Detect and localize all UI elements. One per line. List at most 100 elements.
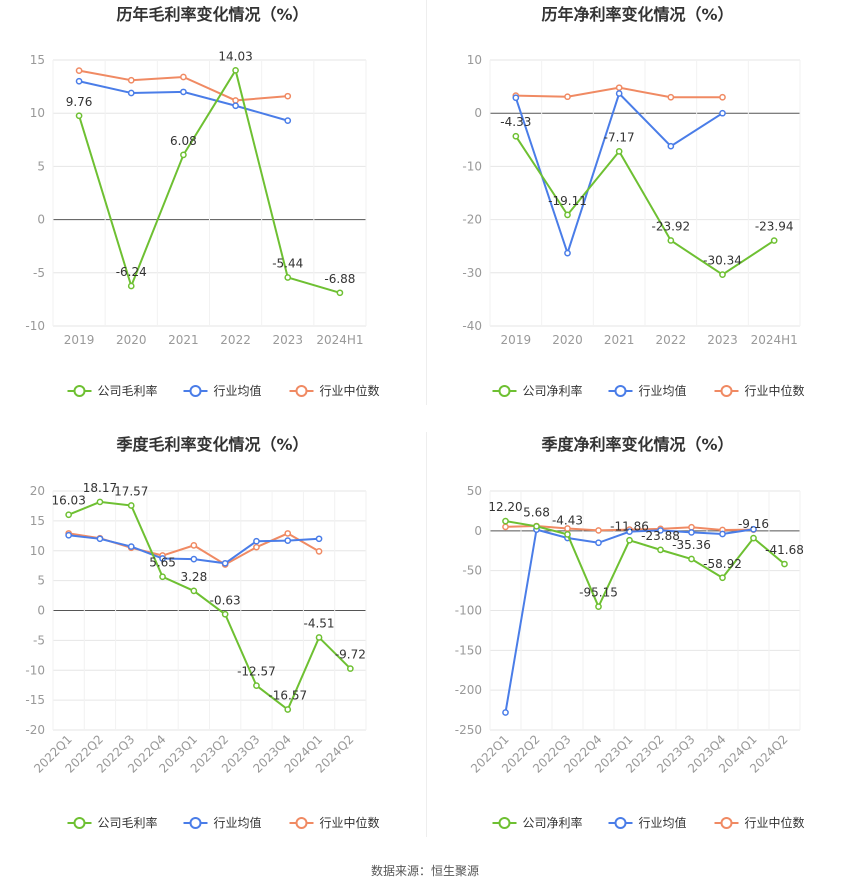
legend-item: 公司毛利率	[67, 815, 158, 830]
legend-label: 公司净利率	[523, 815, 583, 830]
data-point	[719, 530, 726, 538]
data-point	[127, 76, 135, 84]
chart-title: 季度毛利率变化情况（%）	[115, 435, 308, 454]
data-point	[190, 555, 198, 563]
legend-label: 行业中位数	[320, 815, 380, 830]
series-line-0	[514, 135, 775, 276]
data-point	[595, 603, 602, 610]
data-point	[315, 634, 323, 641]
data-label: -30.34	[703, 254, 742, 268]
series-line-1	[78, 80, 289, 122]
data-point	[180, 73, 187, 81]
y-tick-label: -50	[462, 564, 482, 578]
data-label: -0.63	[210, 593, 241, 607]
legend-label: 行业中位数	[745, 815, 805, 830]
series-line-0	[505, 520, 786, 610]
legend-item: 行业中位数	[714, 815, 805, 830]
data-point	[284, 537, 292, 544]
legend-marker	[720, 385, 733, 397]
data-label: -9.16	[738, 517, 769, 531]
y-tick-label: 5	[37, 574, 45, 588]
data-point	[159, 555, 166, 562]
data-label: -4.51	[304, 616, 335, 630]
y-tick-label: -5	[33, 266, 45, 280]
data-point	[657, 527, 664, 534]
data-label: 12.20	[488, 500, 522, 514]
x-tick-label: 2023	[272, 333, 303, 347]
data-point	[657, 546, 664, 554]
y-tick-label: -40	[462, 319, 482, 333]
series-line-0	[68, 500, 352, 712]
legend-label: 公司毛利率	[98, 815, 158, 830]
y-tick-label: 10	[30, 544, 45, 558]
data-point	[595, 527, 602, 534]
data-label: 17.57	[114, 485, 148, 499]
data-label: -16.57	[268, 689, 307, 703]
quarterly-gross-margin-panel: 季度毛利率变化情况（%） -20 -15 -10 -5 0 5 10 15 20 2022Q1 202…	[0, 430, 425, 860]
data-point	[159, 573, 166, 581]
legend-marker	[614, 817, 627, 829]
x-tick-label: 2019	[64, 333, 95, 347]
data-label: -35.36	[672, 538, 711, 552]
data-point	[315, 535, 323, 543]
data-point	[65, 531, 73, 539]
y-tick-label: -15	[25, 693, 45, 707]
data-point	[284, 706, 292, 713]
data-point	[781, 560, 788, 568]
data-point	[626, 528, 633, 535]
data-label: -95.15	[579, 586, 618, 600]
legend-marker	[189, 817, 202, 829]
data-point	[315, 547, 323, 555]
legend-marker	[498, 385, 511, 397]
chart-title: 季度净利率变化情况（%）	[540, 435, 733, 454]
data-label: -5.44	[272, 256, 303, 270]
data-point	[667, 93, 675, 101]
data-point	[502, 517, 509, 525]
series-line-1	[514, 91, 724, 257]
data-label: -7.17	[604, 130, 635, 144]
data-point	[750, 525, 757, 533]
data-label: 9.76	[66, 95, 93, 109]
data-point	[750, 534, 757, 542]
data-point	[626, 536, 633, 544]
data-label: -4.33	[500, 115, 531, 129]
data-label: -23.92	[651, 219, 690, 233]
legend-label: 行业均值	[214, 383, 262, 398]
quarterly-gross-margin-chart: 季度毛利率变化情况（%）-20-15-10-5051015202022Q1202…	[25, 435, 380, 830]
data-point	[190, 542, 198, 549]
data-point	[615, 84, 623, 92]
data-point	[502, 523, 509, 531]
legend-marker	[73, 385, 86, 397]
data-point	[65, 511, 73, 519]
legend-item: 公司净利率	[492, 383, 583, 398]
data-label: -11.86	[610, 519, 649, 533]
data-point	[127, 502, 135, 509]
series-line-0	[78, 67, 341, 294]
y-tick-label: 20	[30, 484, 45, 498]
legend-label: 行业中位数	[745, 383, 805, 398]
data-point	[719, 574, 726, 582]
data-point	[719, 109, 726, 117]
y-tick-label: -30	[462, 266, 482, 280]
data-label: -4.43	[552, 513, 583, 527]
x-tick-label: 2019	[501, 333, 532, 347]
data-point	[127, 282, 135, 290]
data-label: 5.65	[149, 556, 176, 570]
data-label: -23.94	[755, 220, 794, 234]
data-point	[127, 543, 135, 550]
data-point	[96, 498, 104, 506]
data-point	[667, 237, 675, 244]
data-label: 3.28	[180, 570, 207, 584]
y-tick-label: 0	[37, 604, 45, 618]
y-tick-label: -100	[455, 604, 482, 618]
y-tick-label: -150	[455, 643, 482, 657]
y-tick-label: -200	[455, 683, 482, 697]
y-tick-label: -10	[25, 319, 45, 333]
data-point	[688, 555, 695, 563]
legend-label: 行业均值	[639, 383, 687, 398]
data-point	[232, 66, 239, 74]
y-tick-label: 10	[467, 53, 482, 67]
data-point	[564, 211, 571, 219]
legend-label: 行业中位数	[320, 383, 380, 398]
legend-label: 公司毛利率	[98, 383, 158, 398]
